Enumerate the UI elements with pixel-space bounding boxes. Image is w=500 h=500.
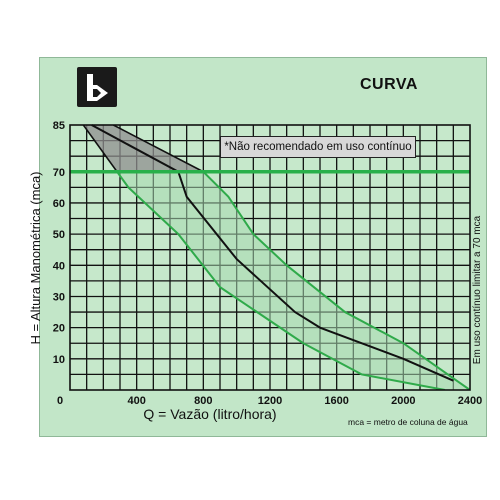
y-tick-label: 30 — [53, 291, 65, 303]
x-tick-label: 1600 — [324, 395, 348, 407]
x-tick-label: 2400 — [458, 395, 482, 407]
logo-b-icon — [87, 74, 108, 101]
y-tick-label: 10 — [53, 354, 65, 366]
pump-curve-line — [91, 124, 454, 382]
plot-border — [69, 124, 471, 391]
x-tick-label: 400 — [127, 395, 145, 407]
y-tick-label: 85 — [53, 120, 65, 132]
lower-bound-line — [115, 171, 446, 390]
y-tick-label: 20 — [53, 323, 65, 335]
limit-note-label: Em uso contínuo limitar a 70 mca — [472, 215, 483, 364]
y-tick-label: 50 — [53, 229, 65, 241]
x-tick-label: 1200 — [258, 395, 282, 407]
upper-bound-line — [201, 171, 470, 390]
x-tick-label: 0 — [57, 395, 63, 407]
not-recommended-note: *Não recomendado em uso contínuo — [220, 136, 416, 158]
x-tick-label: 800 — [194, 395, 212, 407]
x-tick-label: 2000 — [391, 395, 415, 407]
y-tick-label: 40 — [53, 260, 65, 272]
y-tick-label: 70 — [53, 167, 65, 179]
brand-logo — [77, 67, 117, 107]
chart-title: CURVA — [360, 76, 418, 93]
unit-footnote: mca = metro de coluna de água — [348, 417, 468, 427]
x-axis-label: Q = Vazão (litro/hora) — [143, 406, 276, 422]
y-axis-label: H = Altura Manométrica (mca) — [28, 171, 43, 344]
operating-band — [117, 171, 470, 390]
y-tick-label: 60 — [53, 198, 65, 210]
